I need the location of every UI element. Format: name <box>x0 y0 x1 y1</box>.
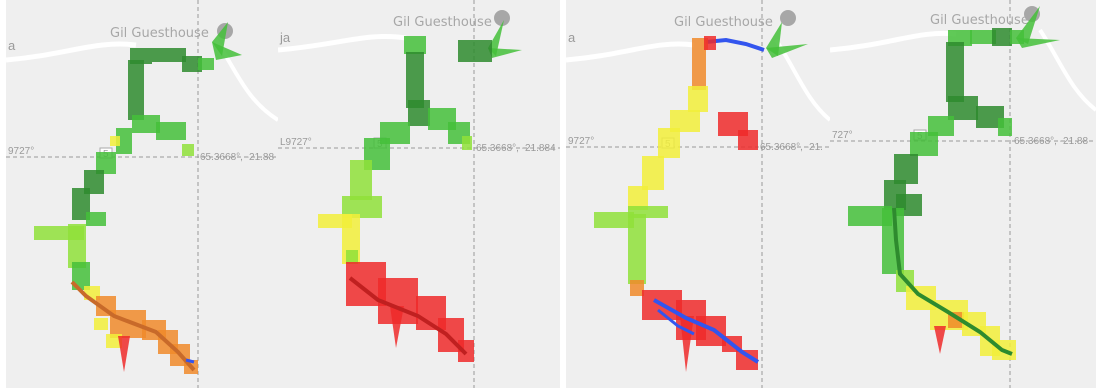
map-canvas[interactable]: Gil Guesthouse a 9727° 65.3668°, -21. 5 <box>566 0 830 388</box>
route-track <box>318 20 522 362</box>
map-canvas[interactable]: Gil Guesthouse a 9727° 65.3668°, -21.88 … <box>6 0 278 388</box>
road <box>278 33 407 53</box>
poi-label: Gil Guesthouse <box>393 15 492 30</box>
map-canvas[interactable]: Gil Guesthouse 727° 65.3668°, -21.88 5 <box>830 0 1096 388</box>
poi-pin-icon[interactable] <box>780 10 796 26</box>
poi-label: Gil Guesthouse <box>674 15 773 30</box>
map-panel-3[interactable]: Gil Guesthouse a 9727° 65.3668°, -21. 5 <box>566 0 830 388</box>
route-track <box>594 22 808 372</box>
map-canvas[interactable]: Gil Guesthouse ja L9727° 65.3668°, -21.8… <box>278 0 560 388</box>
map-panel-1[interactable]: Gil Guesthouse a 9727° 65.3668°, -21.88 … <box>6 0 278 388</box>
coordinate-right: 65.3668°, -21.884 <box>476 143 556 154</box>
coordinate-right: 65.3668°, -21. <box>760 142 823 153</box>
edge-label: ja <box>279 30 291 45</box>
poi-pin-icon[interactable] <box>494 10 510 26</box>
heading-arrow-icon <box>212 22 228 56</box>
poi-label: Gil Guesthouse <box>110 26 209 41</box>
edge-label: a <box>568 30 576 45</box>
coordinate-left: L9727° <box>280 137 312 148</box>
edge-label: a <box>8 38 16 53</box>
road <box>830 30 957 53</box>
map-panel-4[interactable]: Gil Guesthouse 727° 65.3668°, -21.88 5 <box>830 0 1096 388</box>
coordinate-right: 65.3668°, -21.88 <box>1014 136 1088 147</box>
coordinate-left: 9727° <box>568 136 594 147</box>
road <box>566 41 695 63</box>
route-track <box>848 6 1060 360</box>
map-panel-2[interactable]: Gil Guesthouse ja L9727° 65.3668°, -21.8… <box>278 0 560 388</box>
coordinate-left: 9727° <box>8 146 34 157</box>
road <box>6 41 137 63</box>
heading-arrow-icon <box>766 22 782 56</box>
coordinate-right: 65.3668°, -21.88 <box>200 152 274 163</box>
poi-label: Gil Guesthouse <box>930 13 1029 28</box>
coordinate-left: 727° <box>832 130 853 141</box>
route-track <box>34 22 242 374</box>
